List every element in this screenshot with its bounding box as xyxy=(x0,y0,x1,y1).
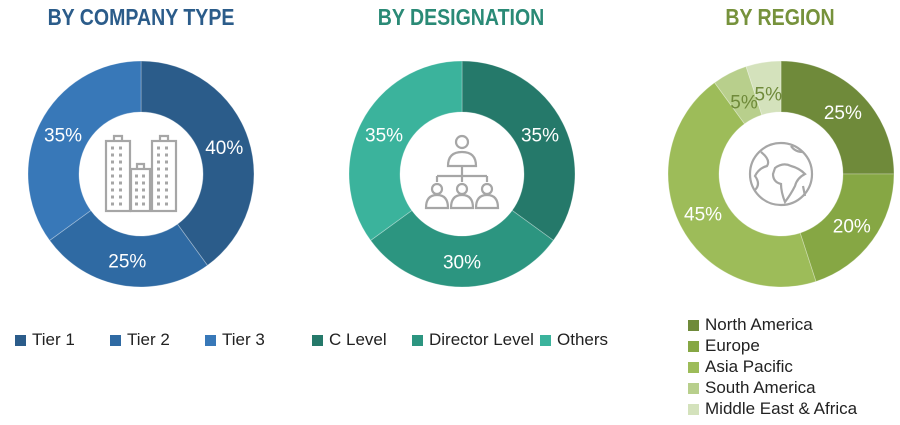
legend-swatch xyxy=(688,319,699,331)
chart-title-designation: BY DESIGNATION xyxy=(377,4,545,30)
donut-slice-c-level xyxy=(461,60,576,241)
legend-label: Tier 1 xyxy=(32,330,75,349)
donut-slice-europe xyxy=(799,173,895,282)
donut-slice-asia-pacific xyxy=(667,82,817,288)
donut-slice-tier-2 xyxy=(49,209,208,288)
legend-item-c-level: C Level xyxy=(312,330,387,350)
donut-slice-tier-3 xyxy=(27,60,142,241)
chart-title-region: BY REGION xyxy=(725,4,835,30)
legend-label: Middle East & Africa xyxy=(705,399,858,418)
data-label: 45% xyxy=(684,205,722,226)
legend-label: Director Level xyxy=(429,330,534,349)
data-label: 35% xyxy=(521,125,559,146)
data-label: 25% xyxy=(824,103,862,124)
legend-label: South America xyxy=(705,378,816,397)
legend-label: Others xyxy=(557,330,609,349)
donut-slice-north-america xyxy=(780,60,895,175)
data-label: 5% xyxy=(730,92,758,113)
data-label: 30% xyxy=(443,253,481,274)
legend-item-north-america: North America xyxy=(688,315,813,335)
legend-item-tier-2: Tier 2 xyxy=(110,330,170,350)
legend-item-middle-east-africa: Middle East & Africa xyxy=(688,399,857,419)
donut-slice-middle-east-africa xyxy=(745,60,782,116)
data-label: 35% xyxy=(44,125,82,146)
buildings-icon xyxy=(104,134,178,213)
legend-swatch xyxy=(205,334,216,346)
legend-swatch xyxy=(688,382,699,394)
legend-item-others: Others xyxy=(540,330,608,350)
legend-item-europe: Europe xyxy=(688,336,760,356)
globe-icon xyxy=(748,141,814,207)
data-label: 40% xyxy=(205,138,243,159)
legend-swatch xyxy=(412,334,423,346)
legend-item-director-level: Director Level xyxy=(412,330,534,350)
legend-label: Tier 2 xyxy=(127,330,170,349)
legend-label: Asia Pacific xyxy=(705,357,793,376)
legend-swatch xyxy=(312,334,323,346)
legend-item-south-america: South America xyxy=(688,378,816,398)
legend-swatch xyxy=(15,334,26,346)
data-label: 20% xyxy=(833,216,871,237)
legend-label: C Level xyxy=(329,330,387,349)
data-label: 25% xyxy=(108,251,146,272)
org-chart-icon xyxy=(424,134,500,210)
legend-label: Tier 3 xyxy=(222,330,265,349)
legend-swatch xyxy=(688,340,699,352)
legend-item-asia-pacific: Asia Pacific xyxy=(688,357,793,377)
legend-swatch xyxy=(688,403,699,415)
data-label: 35% xyxy=(365,125,403,146)
data-label: 5% xyxy=(755,85,783,106)
donut-slice-director-level xyxy=(370,209,554,288)
legend-swatch xyxy=(540,334,551,346)
legend-label: Europe xyxy=(705,336,760,355)
legend-swatch xyxy=(688,361,699,373)
chart-title-company-type: BY COMPANY TYPE xyxy=(47,4,235,30)
legend-swatch xyxy=(110,334,121,346)
legend-item-tier-3: Tier 3 xyxy=(205,330,265,350)
legend-item-tier-1: Tier 1 xyxy=(15,330,75,350)
legend-label: North America xyxy=(705,315,813,334)
donut-slice-tier-1 xyxy=(140,60,255,266)
donut-slice-others xyxy=(348,60,463,241)
